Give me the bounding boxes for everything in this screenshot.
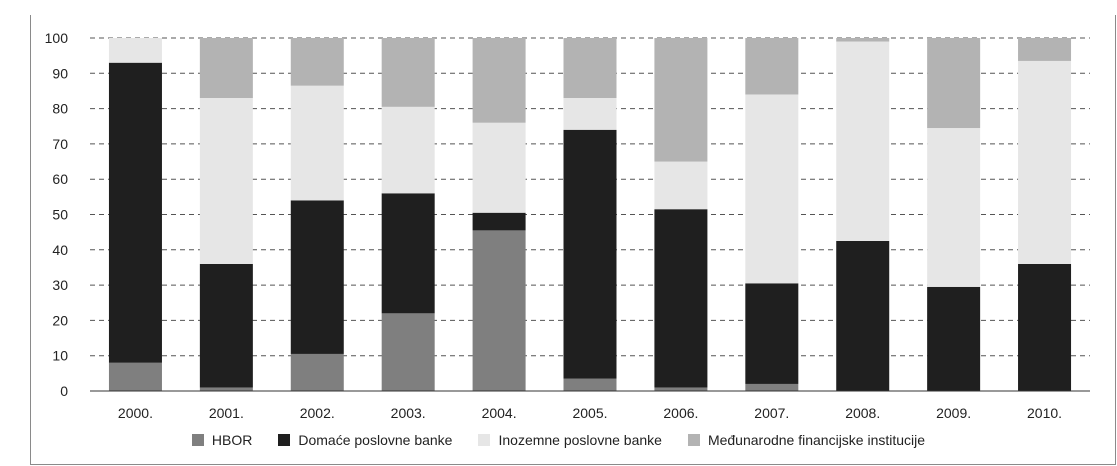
bar-segment	[108, 362, 162, 391]
bar-segment	[290, 38, 344, 86]
bar-segment	[836, 38, 890, 42]
bar-segment	[290, 85, 344, 201]
y-tick-label: 40	[52, 242, 68, 258]
bar-segment	[927, 286, 981, 391]
legend-swatch	[478, 434, 491, 446]
bar-segment	[1018, 263, 1072, 391]
legend-item: Domaće poslovne banke	[278, 432, 452, 448]
y-tick-label: 80	[52, 101, 68, 117]
x-tick-label: 2003.	[391, 405, 426, 421]
bar-segment	[199, 263, 253, 388]
bar-segment	[1018, 38, 1072, 61]
legend-label: Domaće poslovne banke	[298, 432, 453, 448]
bar-segment	[563, 378, 617, 391]
bar-segment	[199, 98, 253, 264]
bar-segment	[654, 387, 708, 391]
bar-segment	[381, 38, 435, 107]
bar-segment	[745, 283, 799, 384]
y-tick-label: 70	[52, 136, 68, 152]
x-tick-label: 2001.	[209, 405, 244, 421]
y-axis: 0 10 20 30 40 50 60 70 80 90 100	[45, 30, 1090, 399]
y-tick-label: 100	[45, 30, 69, 46]
legend-label: HBOR	[211, 432, 253, 448]
x-tick-label: 2008.	[845, 405, 880, 421]
legend-swatch	[687, 434, 700, 446]
bar-segment	[199, 387, 253, 391]
legend-item: HBOR	[191, 432, 253, 448]
bars	[108, 38, 1072, 391]
y-tick-label: 20	[52, 312, 68, 328]
x-tick-label: 2006.	[663, 405, 698, 421]
bar-segment	[745, 383, 799, 391]
bar-segment	[745, 94, 799, 284]
legend-swatch	[278, 434, 291, 446]
bar-segment	[927, 128, 981, 287]
bar-segment	[381, 313, 435, 391]
x-tick-label: 2010.	[1027, 405, 1062, 421]
bar-segment	[108, 62, 162, 363]
bar-segment	[563, 98, 617, 130]
x-tick-label: 2004.	[482, 405, 517, 421]
bar-segment	[654, 161, 708, 210]
y-tick-label: 30	[52, 277, 68, 293]
bar-segment	[381, 193, 435, 314]
y-tick-label: 10	[52, 348, 68, 364]
legend-item: Međunarodne financijske institucije	[687, 432, 926, 448]
bar-segment	[199, 38, 253, 99]
bar-segment	[1018, 60, 1072, 264]
x-tick-label: 2007.	[754, 405, 789, 421]
x-axis: 2000. 2001. 2002. 2003. 2004. 2005. 2006. 2007.…	[118, 405, 1062, 421]
bar-segment	[290, 353, 344, 391]
bar-segment	[654, 38, 708, 162]
x-tick-label: 2000.	[118, 405, 153, 421]
y-tick-label: 0	[60, 383, 68, 399]
chart-frame	[30, 15, 1116, 465]
legend-label: Međunarodne financijske institucije	[707, 432, 926, 448]
y-tick-label: 90	[52, 65, 68, 81]
x-tick-label: 2005.	[572, 405, 607, 421]
y-tick-label: 60	[52, 171, 68, 187]
bar-segment	[472, 230, 526, 391]
legend-label: Inozemne poslovne banke	[498, 432, 662, 448]
x-tick-label: 2009.	[936, 405, 971, 421]
bar-segment	[745, 38, 799, 95]
bar-segment	[836, 240, 890, 391]
bar-segment	[563, 38, 617, 99]
bar-segment	[654, 209, 708, 388]
bar-segment	[290, 200, 344, 354]
y-tick-label: 50	[52, 207, 68, 223]
bar-segment	[472, 122, 526, 213]
bar-segment	[836, 41, 890, 241]
legend-item: Inozemne poslovne banke	[478, 432, 662, 448]
bar-segment	[472, 38, 526, 123]
bar-segment	[927, 38, 981, 129]
legend-swatch	[191, 434, 204, 446]
bar-segment	[563, 129, 617, 379]
x-tick-label: 2002.	[300, 405, 335, 421]
bar-segment	[472, 212, 526, 231]
legend: HBOR Domaće poslovne banke Inozemne poslov…	[0, 432, 1117, 448]
bar-segment	[381, 106, 435, 194]
bar-segment	[108, 38, 162, 63]
